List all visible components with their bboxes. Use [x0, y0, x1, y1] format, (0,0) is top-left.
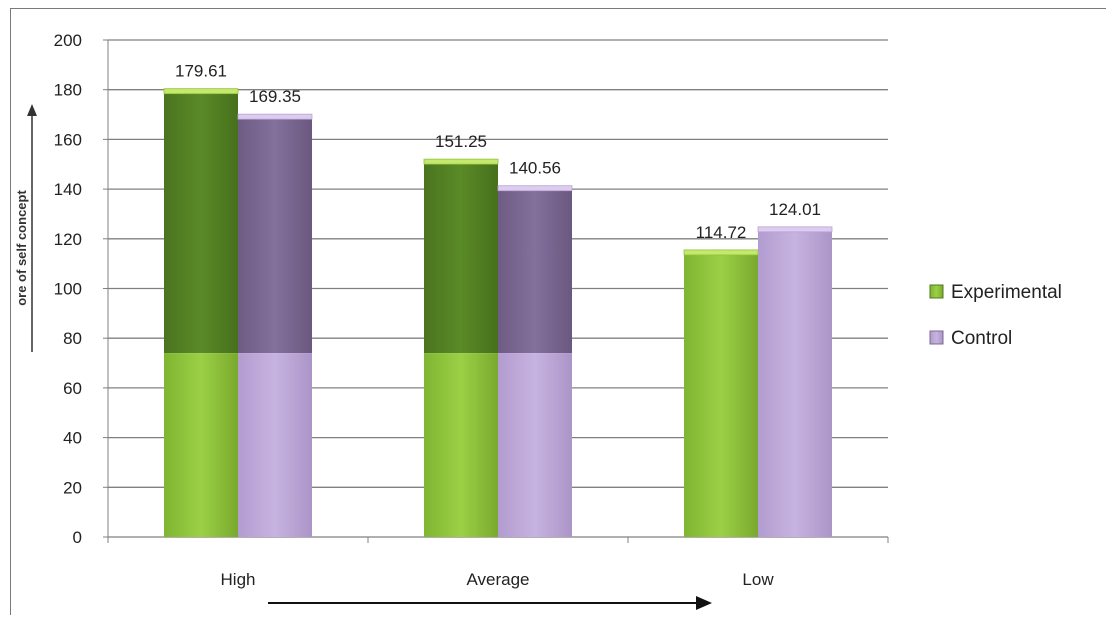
- y-tick-label: 120: [54, 230, 82, 249]
- y-tick-label: 60: [63, 379, 82, 398]
- data-label-experimental-average: 151.25: [435, 132, 487, 151]
- y-axis-arrow: [27, 104, 37, 352]
- bar-experimental-average-lower: [424, 353, 498, 537]
- y-tick-label: 160: [54, 130, 82, 149]
- tick-labels: 0 20 40 60 80 100 120 140 160 180 200 High Average Lo…: [54, 31, 775, 589]
- x-tick-label: High: [221, 570, 256, 589]
- bar-cap: [683, 249, 759, 256]
- bar-experimental-low: [684, 251, 758, 537]
- y-tick-label: 100: [54, 280, 82, 299]
- y-tick-label: 180: [54, 81, 82, 100]
- bar-experimental-high-upper: [164, 90, 238, 354]
- legend-label-control: Control: [951, 328, 1012, 349]
- data-label-experimental-low: 114.72: [696, 223, 747, 242]
- bar-cap: [423, 158, 499, 165]
- y-tick-label: 40: [63, 429, 82, 448]
- data-label-control-high: 169.35: [249, 87, 301, 106]
- chart-frame: [10, 8, 1106, 615]
- y-tick-label: 200: [54, 31, 82, 50]
- y-tick-label: 20: [63, 478, 82, 497]
- bar-cap: [163, 88, 239, 95]
- bar-cap: [757, 226, 833, 233]
- x-tick-label: Average: [466, 570, 529, 589]
- y-axis-label: ore of self concept: [14, 190, 29, 306]
- bar-experimental-high-lower: [164, 353, 238, 537]
- legend-label-experimental: Experimental: [951, 282, 1062, 303]
- legend-swatch-control: [929, 330, 944, 345]
- x-axis-arrow: [268, 596, 712, 610]
- legend: Experimental Control: [929, 282, 1062, 349]
- bar-control-high-lower: [238, 353, 312, 537]
- bar-experimental-average-upper: [424, 161, 498, 354]
- bar-control-average-upper: [498, 187, 572, 354]
- bar-cap: [237, 113, 313, 120]
- x-tick-label: Low: [742, 570, 774, 589]
- data-label-experimental-high: 179.61: [175, 62, 227, 81]
- legend-swatch-experimental: [929, 284, 944, 299]
- y-tick-label: 80: [63, 329, 82, 348]
- data-labels: 179.61 169.35 151.25 140.56 114.72 124.01: [175, 62, 821, 242]
- data-label-control-low: 124.01: [769, 200, 821, 219]
- data-label-control-average: 140.56: [509, 159, 561, 178]
- y-tick-label: 140: [54, 180, 82, 199]
- bars: [163, 88, 833, 537]
- y-tick-label: 0: [73, 528, 82, 547]
- bar-control-low: [758, 228, 832, 537]
- bar-control-average-lower: [498, 353, 572, 537]
- bar-control-high-upper: [238, 116, 312, 354]
- bar-cap: [497, 185, 573, 192]
